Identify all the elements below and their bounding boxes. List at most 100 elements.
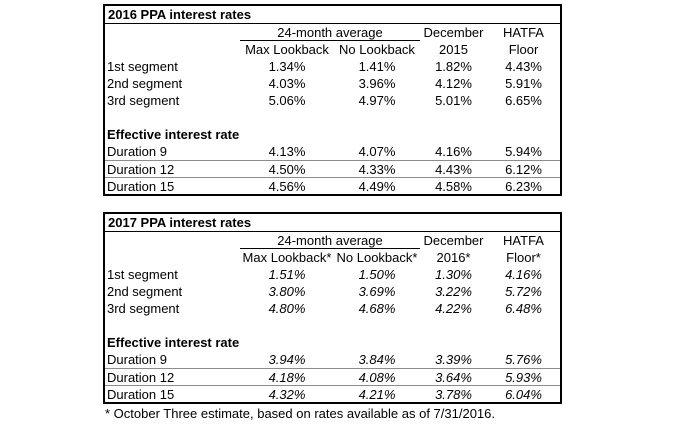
table-row: 1st segment 1.51% 1.50% 1.30% 4.16% — [105, 266, 560, 283]
table-row: Duration 12 4.18% 4.08% 3.64% 5.93% — [105, 368, 560, 385]
table-row: Duration 12 4.50% 4.33% 4.43% 6.12% — [105, 160, 560, 177]
value-max-lookback: 4.13% — [268, 144, 306, 159]
value-december: 4.43% — [435, 162, 472, 177]
table-row: 3rd segment 4.80% 4.68% 4.22% 6.48% — [105, 300, 560, 317]
header-row-sub: Max Lookback No Lookback 2015 Floor — [105, 41, 560, 58]
section-label: Effective interest rate — [107, 335, 240, 350]
row-label: 3rd segment — [107, 301, 180, 316]
value-hatfa: 4.16% — [505, 267, 542, 282]
value-december: 5.01% — [435, 93, 472, 108]
row-label: Duration 15 — [107, 387, 175, 402]
row-label: Duration 9 — [107, 144, 167, 159]
value-hatfa: 6.48% — [505, 301, 542, 316]
blank-row — [105, 317, 560, 334]
col-header-max-lookback: Max Lookback* — [242, 250, 332, 265]
value-december: 1.82% — [435, 59, 472, 74]
value-hatfa: 5.91% — [505, 76, 542, 91]
value-no-lookback: 3.96% — [358, 76, 396, 91]
section-row: Effective interest rate — [105, 126, 560, 143]
row-label: 2nd segment — [107, 76, 183, 91]
value-hatfa: 4.43% — [505, 59, 542, 74]
footnote: * October Three estimate, based on rates… — [105, 406, 495, 421]
value-no-lookback: 4.08% — [358, 370, 396, 385]
value-no-lookback: 4.07% — [358, 144, 396, 159]
value-hatfa: 6.04% — [505, 387, 542, 402]
value-max-lookback: 1.34% — [268, 59, 306, 74]
group-header-24-month-average: 24-month average — [240, 232, 420, 249]
value-no-lookback: 4.21% — [358, 387, 396, 402]
table-row: 2nd segment 3.80% 3.69% 3.22% 5.72% — [105, 283, 560, 300]
value-no-lookback: 4.33% — [358, 162, 396, 177]
value-hatfa: 5.93% — [505, 370, 542, 385]
value-hatfa: 6.12% — [505, 162, 542, 177]
value-max-lookback: 1.51% — [268, 267, 306, 282]
value-no-lookback: 4.49% — [358, 179, 396, 194]
col-header-hatfa: HATFA — [503, 233, 544, 248]
ppa-table-2016: 2016 PPA interest rates 24-month average… — [103, 4, 562, 196]
header-row-sub: Max Lookback* No Lookback* 2016* Floor* — [105, 249, 560, 266]
col-header-year: 2015 — [439, 42, 468, 57]
value-max-lookback: 4.03% — [268, 76, 306, 91]
col-header-no-lookback: No Lookback* — [336, 250, 418, 265]
col-header-year: 2016* — [436, 250, 471, 265]
header-spacer — [105, 24, 240, 41]
table-row: Duration 9 4.13% 4.07% 4.16% 5.94% — [105, 143, 560, 160]
value-december: 3.78% — [435, 387, 472, 402]
header-spacer — [105, 41, 240, 58]
header-spacer — [105, 249, 240, 266]
col-header-max-lookback: Max Lookback — [245, 42, 329, 57]
col-header-hatfa: HATFA — [503, 25, 544, 40]
value-max-lookback: 4.32% — [268, 387, 306, 402]
table-row: 1st segment 1.34% 1.41% 1.82% 4.43% — [105, 58, 560, 75]
table-row: Duration 9 3.94% 3.84% 3.39% 5.76% — [105, 351, 560, 368]
row-label: 1st segment — [107, 267, 178, 282]
value-max-lookback: 3.80% — [268, 284, 306, 299]
row-label: Duration 9 — [107, 352, 167, 367]
value-hatfa: 5.72% — [505, 284, 542, 299]
value-hatfa: 6.23% — [505, 179, 542, 194]
value-december: 4.16% — [435, 144, 472, 159]
section-label: Effective interest rate — [107, 127, 240, 142]
value-hatfa: 5.94% — [505, 144, 542, 159]
value-max-lookback: 4.50% — [268, 162, 306, 177]
col-header-floor: Floor* — [506, 250, 541, 265]
value-no-lookback: 3.84% — [358, 352, 396, 367]
value-max-lookback: 4.18% — [268, 370, 306, 385]
table-row: Duration 15 4.32% 4.21% 3.78% 6.04% — [105, 385, 560, 402]
row-label: 3rd segment — [107, 93, 180, 108]
header-row-group: 24-month average December HATFA — [105, 24, 560, 41]
value-december: 3.64% — [435, 370, 472, 385]
value-december: 4.22% — [435, 301, 472, 316]
value-december: 3.22% — [435, 284, 472, 299]
row-label: Duration 12 — [107, 370, 175, 385]
value-max-lookback: 3.94% — [268, 352, 306, 367]
table-title-2016: 2016 PPA interest rates — [105, 6, 560, 24]
value-max-lookback: 4.56% — [268, 179, 306, 194]
row-label: Duration 12 — [107, 162, 175, 177]
value-hatfa: 5.76% — [505, 352, 542, 367]
value-december: 4.58% — [435, 179, 472, 194]
section-row: Effective interest rate — [105, 334, 560, 351]
value-no-lookback: 4.68% — [358, 301, 396, 316]
value-no-lookback: 1.41% — [358, 59, 396, 74]
value-max-lookback: 4.80% — [268, 301, 306, 316]
table-title-2017: 2017 PPA interest rates — [105, 214, 560, 232]
ppa-table-2017: 2017 PPA interest rates 24-month average… — [103, 212, 562, 404]
table-row: 3rd segment 5.06% 4.97% 5.01% 6.65% — [105, 92, 560, 109]
group-header-24-month-average: 24-month average — [240, 24, 420, 41]
col-header-floor: Floor — [508, 42, 539, 57]
col-header-december: December — [423, 233, 484, 248]
table-row: Duration 15 4.56% 4.49% 4.58% 6.23% — [105, 177, 560, 194]
col-header-december: December — [423, 25, 484, 40]
header-spacer — [105, 232, 240, 249]
row-label: 1st segment — [107, 59, 178, 74]
value-no-lookback: 4.97% — [358, 93, 396, 108]
col-header-no-lookback: No Lookback — [339, 42, 415, 57]
value-hatfa: 6.65% — [505, 93, 542, 108]
row-label: 2nd segment — [107, 284, 183, 299]
header-row-group: 24-month average December HATFA — [105, 232, 560, 249]
table-row: 2nd segment 4.03% 3.96% 4.12% 5.91% — [105, 75, 560, 92]
value-december: 1.30% — [435, 267, 472, 282]
row-label: Duration 15 — [107, 179, 175, 194]
